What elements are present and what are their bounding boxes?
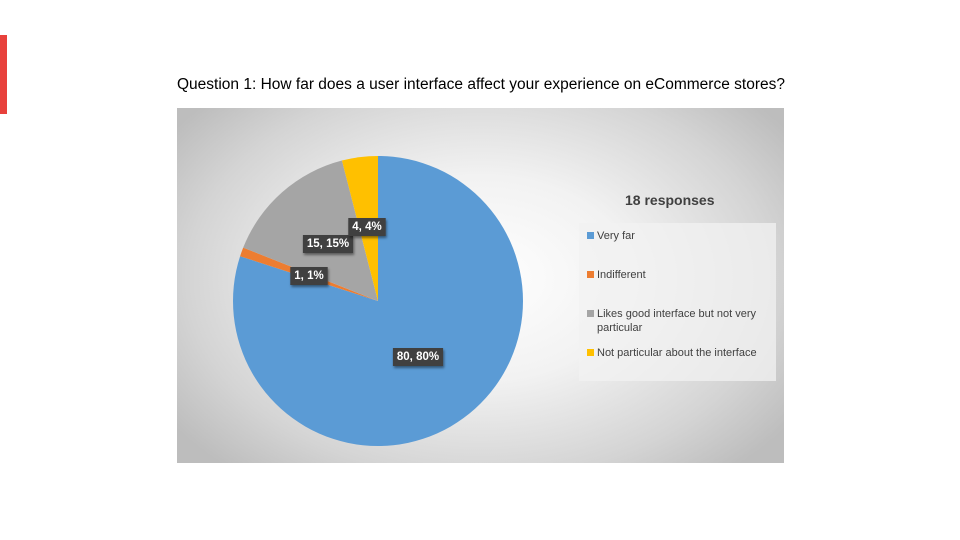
svg-text:15, 15%: 15, 15% bbox=[307, 238, 349, 250]
slide-accent-bar bbox=[0, 35, 7, 114]
chart-title: 18 responses bbox=[625, 192, 715, 208]
pie-chart-svg: 80, 80% 1, 1% 15, 15%4, 4% bbox=[232, 156, 523, 446]
legend-swatch bbox=[587, 310, 594, 317]
legend-item-indifferent: Indifferent bbox=[587, 268, 773, 282]
svg-text:1, 1%: 1, 1% bbox=[294, 270, 323, 282]
legend-label: Very far bbox=[597, 230, 635, 242]
data-label-likes-good-interface: 15, 15% bbox=[302, 235, 354, 253]
legend-label: Not particular about the interface bbox=[597, 347, 757, 359]
pie-slice-very-far bbox=[232, 156, 523, 446]
legend-swatch bbox=[587, 271, 594, 278]
legend-swatch bbox=[587, 232, 594, 239]
pie-slice-likes-good-interface bbox=[243, 160, 378, 301]
pie-chart-area: 80, 80% 1, 1% 15, 15% 4, 4% 18 responses Ve… bbox=[177, 108, 784, 463]
data-label-very-far: 80, 80% bbox=[392, 348, 444, 366]
chart-legend: Very far Indifferent Likes good interfac… bbox=[579, 223, 776, 381]
legend-label: Indifferent bbox=[597, 269, 646, 281]
legend-item-likes-good-interface: Likes good interface but not very partic… bbox=[587, 307, 773, 335]
data-label-indifferent: 1, 1% bbox=[290, 267, 328, 285]
data-label-not-particular: 4, 4% bbox=[348, 218, 386, 236]
slide-question-title: Question 1: How far does a user interfac… bbox=[177, 76, 785, 93]
legend-swatch bbox=[587, 349, 594, 356]
svg-text:80, 80%: 80, 80% bbox=[397, 351, 439, 363]
legend-item-not-particular: Not particular about the interface bbox=[587, 346, 773, 360]
legend-label: Likes good interface but not very partic… bbox=[597, 308, 756, 334]
legend-item-very-far: Very far bbox=[587, 229, 773, 243]
svg-text:4, 4%: 4, 4% bbox=[352, 221, 381, 233]
